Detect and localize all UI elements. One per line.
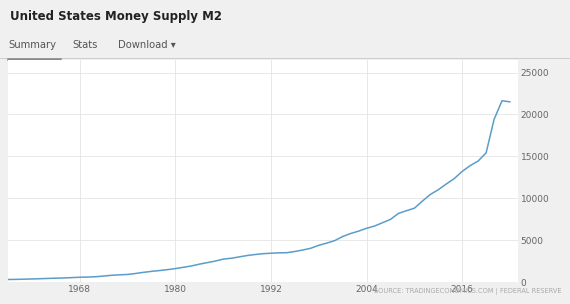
Text: United States Money Supply M2: United States Money Supply M2 <box>10 10 222 23</box>
Text: Download ▾: Download ▾ <box>118 40 176 50</box>
Text: Summary: Summary <box>8 40 56 50</box>
Text: SOURCE: TRADINGECONOMICS.COM | FEDERAL RESERVE: SOURCE: TRADINGECONOMICS.COM | FEDERAL R… <box>374 288 561 295</box>
Text: Stats: Stats <box>72 40 97 50</box>
